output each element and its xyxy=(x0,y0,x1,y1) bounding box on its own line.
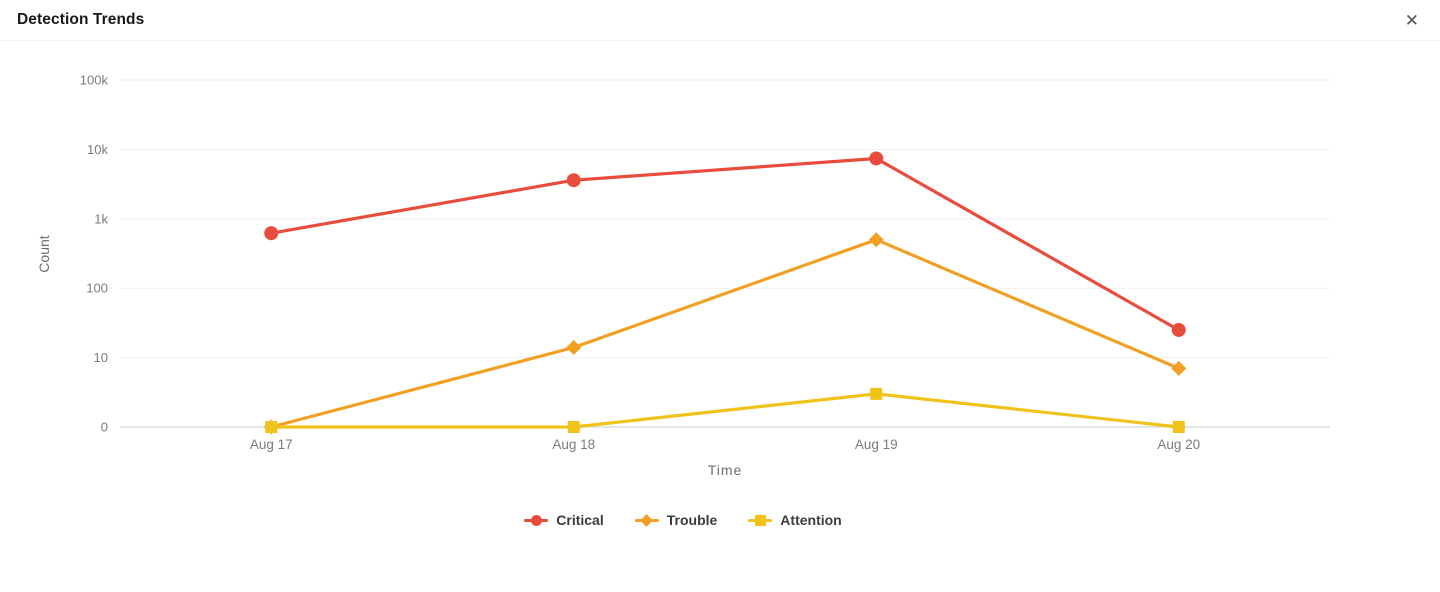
data-point-attention-2[interactable] xyxy=(870,387,883,400)
dialog-title: Detection Trends xyxy=(17,11,145,28)
close-button[interactable]: ✕ xyxy=(1401,10,1423,31)
square-marker-icon xyxy=(748,513,773,527)
data-point-critical-2[interactable] xyxy=(869,151,884,166)
y-tick-label: 0 xyxy=(101,420,108,435)
data-point-trouble-1[interactable] xyxy=(566,339,582,355)
series-line-trouble xyxy=(269,238,1181,429)
y-tick-label: 10k xyxy=(87,142,108,157)
legend-item-critical[interactable]: Critical xyxy=(524,512,604,528)
y-tick-label: 1k xyxy=(94,211,108,226)
x-tick-label: Aug 18 xyxy=(552,437,595,452)
diamond-marker-icon xyxy=(634,513,659,527)
close-icon: ✕ xyxy=(1404,10,1419,30)
data-point-attention-0[interactable] xyxy=(265,421,278,433)
circle-marker-icon xyxy=(524,513,549,527)
data-point-trouble-2[interactable] xyxy=(868,232,884,248)
series-line-critical xyxy=(269,156,1181,332)
legend-label: Trouble xyxy=(666,512,718,528)
data-point-critical-0[interactable] xyxy=(264,226,279,241)
legend-label: Attention xyxy=(780,512,842,528)
data-point-critical-1[interactable] xyxy=(566,173,581,188)
series-line-attention xyxy=(269,392,1181,429)
x-tick-label: Aug 17 xyxy=(250,437,293,452)
legend-items: Critical Trouble Attention xyxy=(524,512,842,528)
data-point-attention-1[interactable] xyxy=(567,421,580,433)
x-tick-label: Aug 19 xyxy=(855,437,898,452)
y-tick-label: 100 xyxy=(86,281,108,296)
legend-label: Critical xyxy=(556,512,604,528)
chart-legend: Critical Trouble Attention xyxy=(0,512,1440,528)
x-axis-title: Time xyxy=(708,462,743,478)
x-tick-label: Aug 20 xyxy=(1157,437,1200,452)
data-point-critical-3[interactable] xyxy=(1171,322,1186,337)
dialog-header: Detection Trends ✕ xyxy=(0,0,1440,41)
data-point-attention-3[interactable] xyxy=(1172,421,1185,433)
y-tick-label: 100k xyxy=(80,73,109,88)
legend-item-trouble[interactable]: Trouble xyxy=(634,512,718,528)
legend-item-attention[interactable]: Attention xyxy=(748,512,842,528)
y-axis-title: Count xyxy=(36,235,52,272)
data-point-trouble-3[interactable] xyxy=(1171,360,1187,376)
y-tick-label: 10 xyxy=(94,350,108,365)
